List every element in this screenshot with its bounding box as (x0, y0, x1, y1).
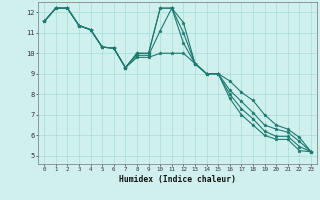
X-axis label: Humidex (Indice chaleur): Humidex (Indice chaleur) (119, 175, 236, 184)
